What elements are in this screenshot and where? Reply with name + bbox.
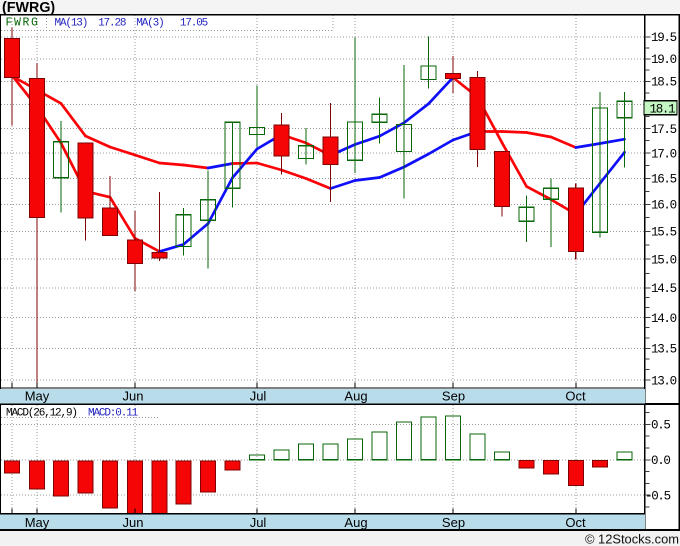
svg-text:May: May bbox=[25, 388, 50, 403]
svg-text:MA(13) 17.28 MA(3) 17.05: MA(13) 17.28 MA(3) 17.05 bbox=[55, 18, 208, 30]
svg-text:13.0: 13.0 bbox=[651, 375, 677, 389]
svg-text:17.5: 17.5 bbox=[651, 123, 677, 137]
svg-text:Aug: Aug bbox=[344, 515, 367, 530]
svg-text:14.0: 14.0 bbox=[651, 312, 677, 326]
svg-text:15.5: 15.5 bbox=[651, 226, 677, 240]
svg-text:May: May bbox=[25, 515, 50, 530]
svg-text:0.5: 0.5 bbox=[651, 419, 670, 433]
svg-text:18.5: 18.5 bbox=[651, 76, 677, 90]
svg-text:-0.5: -0.5 bbox=[645, 490, 671, 504]
svg-text:Jul: Jul bbox=[250, 388, 267, 403]
svg-text:16.5: 16.5 bbox=[651, 173, 677, 187]
svg-text:19.0: 19.0 bbox=[651, 53, 677, 67]
svg-text:MACD(26,12,9): MACD(26,12,9) bbox=[6, 408, 77, 420]
svg-text:18.1: 18.1 bbox=[650, 102, 676, 116]
svg-text:Oct: Oct bbox=[565, 388, 586, 403]
svg-text:13.5: 13.5 bbox=[651, 343, 677, 357]
svg-text:19.5: 19.5 bbox=[651, 31, 677, 45]
svg-text:Jul: Jul bbox=[250, 515, 267, 530]
svg-text:FWRG: FWRG bbox=[6, 17, 40, 30]
svg-text:16.0: 16.0 bbox=[651, 199, 677, 213]
svg-text:15.0: 15.0 bbox=[651, 253, 677, 267]
svg-text:Jun: Jun bbox=[123, 388, 144, 403]
svg-text:0.0: 0.0 bbox=[651, 454, 670, 468]
svg-text:14.5: 14.5 bbox=[651, 282, 677, 296]
svg-text:(FWRG): (FWRG) bbox=[2, 0, 55, 16]
svg-text:Oct: Oct bbox=[565, 515, 586, 530]
svg-text:Sep: Sep bbox=[442, 515, 465, 530]
svg-text:© 12Stocks.com: © 12Stocks.com bbox=[585, 531, 679, 546]
svg-text:Jun: Jun bbox=[123, 515, 144, 530]
svg-text:Sep: Sep bbox=[442, 388, 465, 403]
svg-text:17.0: 17.0 bbox=[651, 147, 677, 161]
svg-text:Aug: Aug bbox=[344, 388, 367, 403]
svg-text:MACD:0.11: MACD:0.11 bbox=[88, 408, 139, 420]
